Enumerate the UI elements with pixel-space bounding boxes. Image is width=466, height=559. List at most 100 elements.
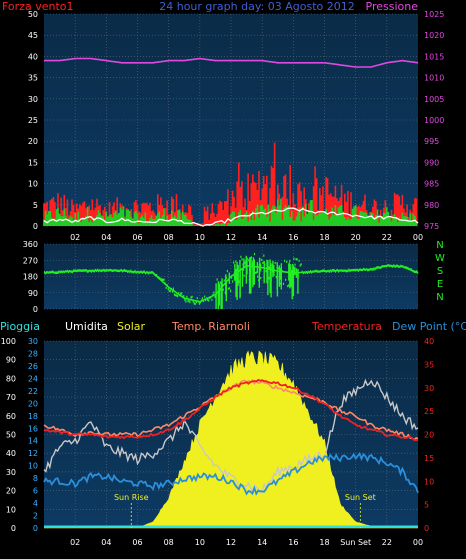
legend-solar: Solar bbox=[117, 320, 146, 333]
direction-y-tick-label: 180 bbox=[23, 273, 38, 282]
dew-point-line bbox=[43, 451, 419, 496]
humidity-y-tick-label: 2 bbox=[33, 512, 38, 521]
temp-panel-x-tick-label: 00 bbox=[413, 538, 423, 547]
wind-panel-x-tick-label: 08 bbox=[164, 233, 174, 242]
temp-panel-x-tick-label: 06 bbox=[132, 538, 142, 547]
humidity-y-tick-label: 22 bbox=[28, 387, 38, 396]
legend-temp-riarnoli: Temp. Riarnoli bbox=[171, 320, 250, 333]
humidity-y-tick-label: 12 bbox=[28, 449, 38, 458]
direction-y-tick-label: 90 bbox=[28, 289, 38, 298]
wind-panel-x-tick-label: 10 bbox=[195, 233, 205, 242]
temp-panel-x-tick-label: 04 bbox=[101, 538, 111, 547]
temp-panel-x-tick-label: 16 bbox=[288, 538, 298, 547]
compass-label: N bbox=[436, 292, 443, 303]
rain-bar bbox=[44, 525, 418, 528]
sunset-label: Sun Set bbox=[345, 493, 376, 502]
temp-panel-x-tick-label: 08 bbox=[164, 538, 174, 547]
wind-gust-bars bbox=[43, 198, 418, 226]
weather-legend: Pioggia Umidita Solar Temp. Riarnoli Tem… bbox=[0, 320, 466, 333]
wind-panel-x-tick-label: 20 bbox=[351, 233, 361, 242]
wind-panel-x-tick-label: 02 bbox=[70, 233, 80, 242]
wind-panel-x-tick-label: 12 bbox=[226, 233, 236, 242]
wind-average-line bbox=[43, 207, 419, 227]
wind-y-tick-label: 20 bbox=[28, 137, 38, 146]
wind-panel-x-tick-label: 14 bbox=[257, 233, 267, 242]
rain-y-tick-label: 40 bbox=[6, 449, 16, 458]
wind-y-tick-label: 30 bbox=[28, 95, 38, 104]
pressure-y-tick-label: 1000 bbox=[424, 116, 444, 125]
compass-label: W bbox=[435, 253, 445, 264]
wind-y-tick-label: 50 bbox=[28, 10, 38, 19]
legend-umidita: Umidita bbox=[65, 320, 108, 333]
wind-panel-x-tick-label: 22 bbox=[382, 233, 392, 242]
humidity-y-tick-label: 4 bbox=[33, 499, 38, 508]
temp-y-tick-label: 15 bbox=[424, 454, 434, 463]
temp-y-tick-label: 25 bbox=[424, 407, 434, 416]
temp-y-tick-label: 0 bbox=[424, 524, 429, 533]
temp-panel-x-tick-label: 02 bbox=[70, 538, 80, 547]
direction-y-tick-label: 0 bbox=[33, 305, 38, 314]
wind-y-tick-label: 10 bbox=[28, 180, 38, 189]
rain-y-tick-label: 20 bbox=[6, 487, 16, 496]
pressure-y-tick-label: 1020 bbox=[424, 31, 444, 40]
pressure-y-tick-label: 1005 bbox=[424, 95, 444, 104]
rain-y-tick-label: 100 bbox=[1, 337, 16, 346]
humidity-y-tick-label: 6 bbox=[33, 487, 38, 496]
humidity-y-tick-label: 0 bbox=[33, 524, 38, 533]
wind-y-tick-label: 45 bbox=[28, 31, 38, 40]
wind-panel-x-tick-label: 18 bbox=[319, 233, 329, 242]
wind-pressure-panel: 0510152025303540455097598098599099510001… bbox=[28, 10, 445, 242]
pressure-line bbox=[44, 57, 419, 68]
rain-y-tick-label: 30 bbox=[6, 468, 16, 477]
pressure-y-tick-label: 990 bbox=[424, 158, 439, 167]
temp-panel-x-tick-label: 14 bbox=[257, 538, 267, 547]
rain-y-tick-label: 0 bbox=[11, 524, 16, 533]
legend-pioggia: Pioggia bbox=[0, 320, 40, 333]
pressure-y-tick-label: 985 bbox=[424, 180, 439, 189]
humidity-y-tick-label: 10 bbox=[28, 462, 38, 471]
temp-panel-x-tick-label: 22 bbox=[382, 538, 392, 547]
humidity-y-tick-label: 20 bbox=[28, 399, 38, 408]
temp-y-tick-label: 5 bbox=[424, 501, 429, 510]
wind-y-tick-label: 5 bbox=[33, 201, 38, 210]
pressure-y-tick-label: 995 bbox=[424, 137, 439, 146]
pressure-y-tick-label: 1015 bbox=[424, 52, 444, 61]
temp-y-tick-label: 30 bbox=[424, 384, 434, 393]
temp-y-tick-label: 10 bbox=[424, 477, 434, 486]
temp-y-tick-label: 20 bbox=[424, 431, 434, 440]
pressure-legend: Pressione bbox=[366, 0, 419, 13]
humidity-y-tick-label: 16 bbox=[28, 424, 38, 433]
chart-title: 24 hour graph day: 03 Agosto 2012 bbox=[159, 0, 355, 13]
legend-temperatura: Temperatura bbox=[311, 320, 382, 333]
humidity-y-tick-label: 14 bbox=[28, 437, 38, 446]
rain-y-tick-label: 50 bbox=[6, 431, 16, 440]
compass-label: E bbox=[437, 279, 443, 290]
humidity-y-tick-label: 30 bbox=[28, 337, 38, 346]
wind-speed-legend: Forza vento1 bbox=[2, 0, 74, 13]
compass-label: S bbox=[437, 266, 443, 277]
humidity-y-tick-label: 18 bbox=[28, 412, 38, 421]
rain-y-tick-label: 10 bbox=[6, 505, 16, 514]
humidity-y-tick-label: 24 bbox=[28, 374, 38, 383]
temp-panel-x-tick-label: Sun Set bbox=[340, 538, 371, 547]
temp-y-tick-label: 40 bbox=[424, 337, 434, 346]
rain-y-tick-label: 70 bbox=[6, 393, 16, 402]
legend-dew-point: Dew Point (°C) bbox=[392, 320, 466, 333]
temp-panel-x-tick-label: 10 bbox=[195, 538, 205, 547]
sunrise-label: Sun Rise bbox=[114, 493, 149, 502]
wind-y-tick-label: 15 bbox=[28, 158, 38, 167]
wind-direction-line bbox=[43, 264, 419, 303]
temperatura-line bbox=[43, 378, 419, 442]
wind-y-tick-label: 0 bbox=[33, 222, 38, 231]
temp-panel-x-tick-label: 18 bbox=[319, 538, 329, 547]
temp-panel-x-tick-label: 12 bbox=[226, 538, 236, 547]
rain-y-tick-label: 60 bbox=[6, 412, 16, 421]
pressure-y-tick-label: 1010 bbox=[424, 74, 444, 83]
humidity-y-tick-label: 26 bbox=[28, 362, 38, 371]
wind-panel-x-tick-label: 04 bbox=[101, 233, 111, 242]
temp-y-tick-label: 35 bbox=[424, 360, 434, 369]
compass-label: N bbox=[436, 240, 443, 251]
